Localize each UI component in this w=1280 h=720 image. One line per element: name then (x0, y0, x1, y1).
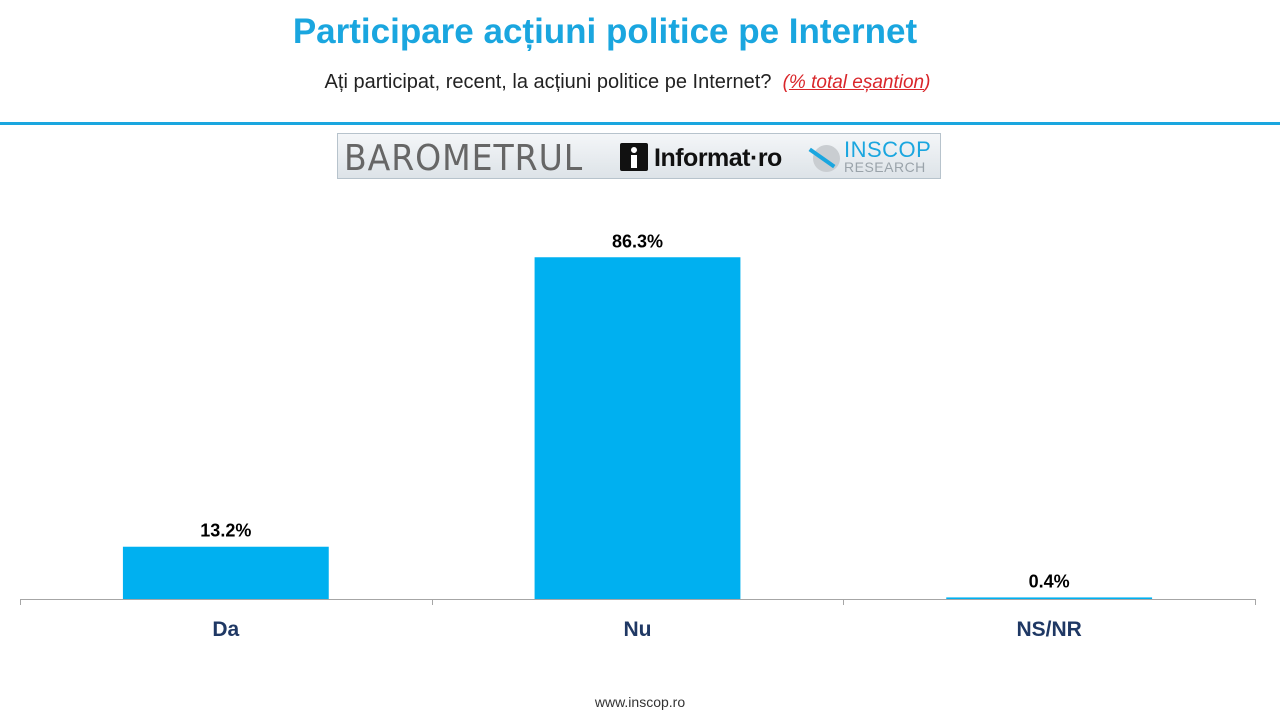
barometru-logo-banner: BAROMETRUL Informat·ro INSCOP RESEARCH (337, 133, 941, 179)
note-open: ( (782, 72, 789, 93)
bar-da (122, 546, 329, 599)
inscop-logo-icon (813, 145, 840, 172)
bar-ns-nr (946, 597, 1153, 599)
page-title: Participare acțiuni politice pe Internet (292, 12, 918, 51)
data-label: 0.4% (1029, 571, 1070, 591)
category-label: Nu (624, 618, 652, 641)
page-subtitle: Ați participat, recent, la acțiuni polit… (0, 71, 1255, 94)
header-divider (0, 122, 1280, 125)
footer-url: www.inscop.ro (594, 694, 686, 710)
informat-logo-text: Informat·ro (654, 144, 782, 172)
sample-note: (% total eșantion) (783, 72, 931, 93)
question-text: Ați participat, recent, la acțiuni polit… (324, 71, 772, 93)
data-label: 86.3% (612, 231, 663, 251)
category-label: NS/NR (1016, 618, 1081, 641)
data-label: 13.2% (200, 521, 251, 541)
note-text: % total eșantion (788, 72, 925, 93)
barometru-logo-text: BAROMETRUL (344, 138, 584, 179)
inscop-logo-text: INSCOP (844, 137, 932, 162)
category-label: Da (212, 618, 239, 641)
note-close: ) (924, 72, 931, 93)
bar-nu (534, 257, 741, 599)
research-logo-text: RESEARCH (844, 159, 926, 175)
informat-logo-icon (620, 143, 648, 171)
